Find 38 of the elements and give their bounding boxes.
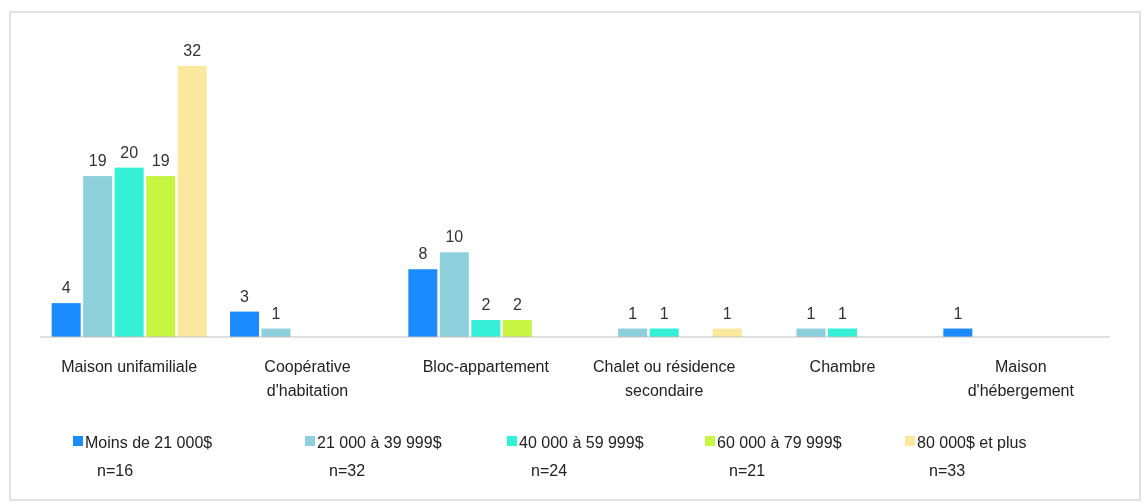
data-label: 1 <box>628 304 638 322</box>
bar <box>230 311 259 337</box>
data-label: 1 <box>722 304 732 322</box>
legend-label: 40 000 à 59 999$ n=24 <box>519 434 644 479</box>
data-label: 1 <box>659 304 669 322</box>
data-label: 2 <box>481 296 491 314</box>
data-label: 8 <box>418 245 428 263</box>
data-label: 19 <box>151 152 170 170</box>
x-tick-label: Maison d'hébergement <box>967 358 1075 399</box>
bar <box>471 320 501 337</box>
bar <box>439 252 469 337</box>
bar <box>51 303 81 337</box>
data-label: 1 <box>953 304 963 322</box>
legend-label: Moins de 21 000$ n=16 <box>85 434 213 479</box>
x-tick-label: Coopérative d'habitation <box>264 358 351 399</box>
bar <box>502 320 532 337</box>
bar <box>146 176 176 337</box>
data-label: 1 <box>838 304 848 322</box>
data-label: 19 <box>88 152 107 170</box>
data-label: 1 <box>806 304 816 322</box>
bar <box>83 176 113 337</box>
x-tick-label: Chalet ou résidence secondaire <box>593 358 736 399</box>
data-label: 20 <box>120 143 139 161</box>
bar <box>114 167 144 337</box>
data-label: 4 <box>61 279 71 297</box>
data-label: 2 <box>512 296 522 314</box>
data-label: 1 <box>271 304 281 322</box>
legend-label: 60 000 à 79 999$ n=21 <box>717 434 842 479</box>
bar <box>177 66 207 337</box>
data-label: 10 <box>445 228 464 246</box>
data-label: 3 <box>240 287 250 305</box>
bar <box>408 269 438 337</box>
x-tick-label: Chambre <box>809 358 876 375</box>
legend-label: 21 000 à 39 999$ n=32 <box>317 434 442 479</box>
legend-label: 80 000$ et plus n=33 <box>917 434 1027 479</box>
x-tick-label: Maison unifamiliale <box>61 358 198 375</box>
data-label: 32 <box>183 42 202 59</box>
x-tick-label: Bloc-appartement <box>422 358 550 375</box>
